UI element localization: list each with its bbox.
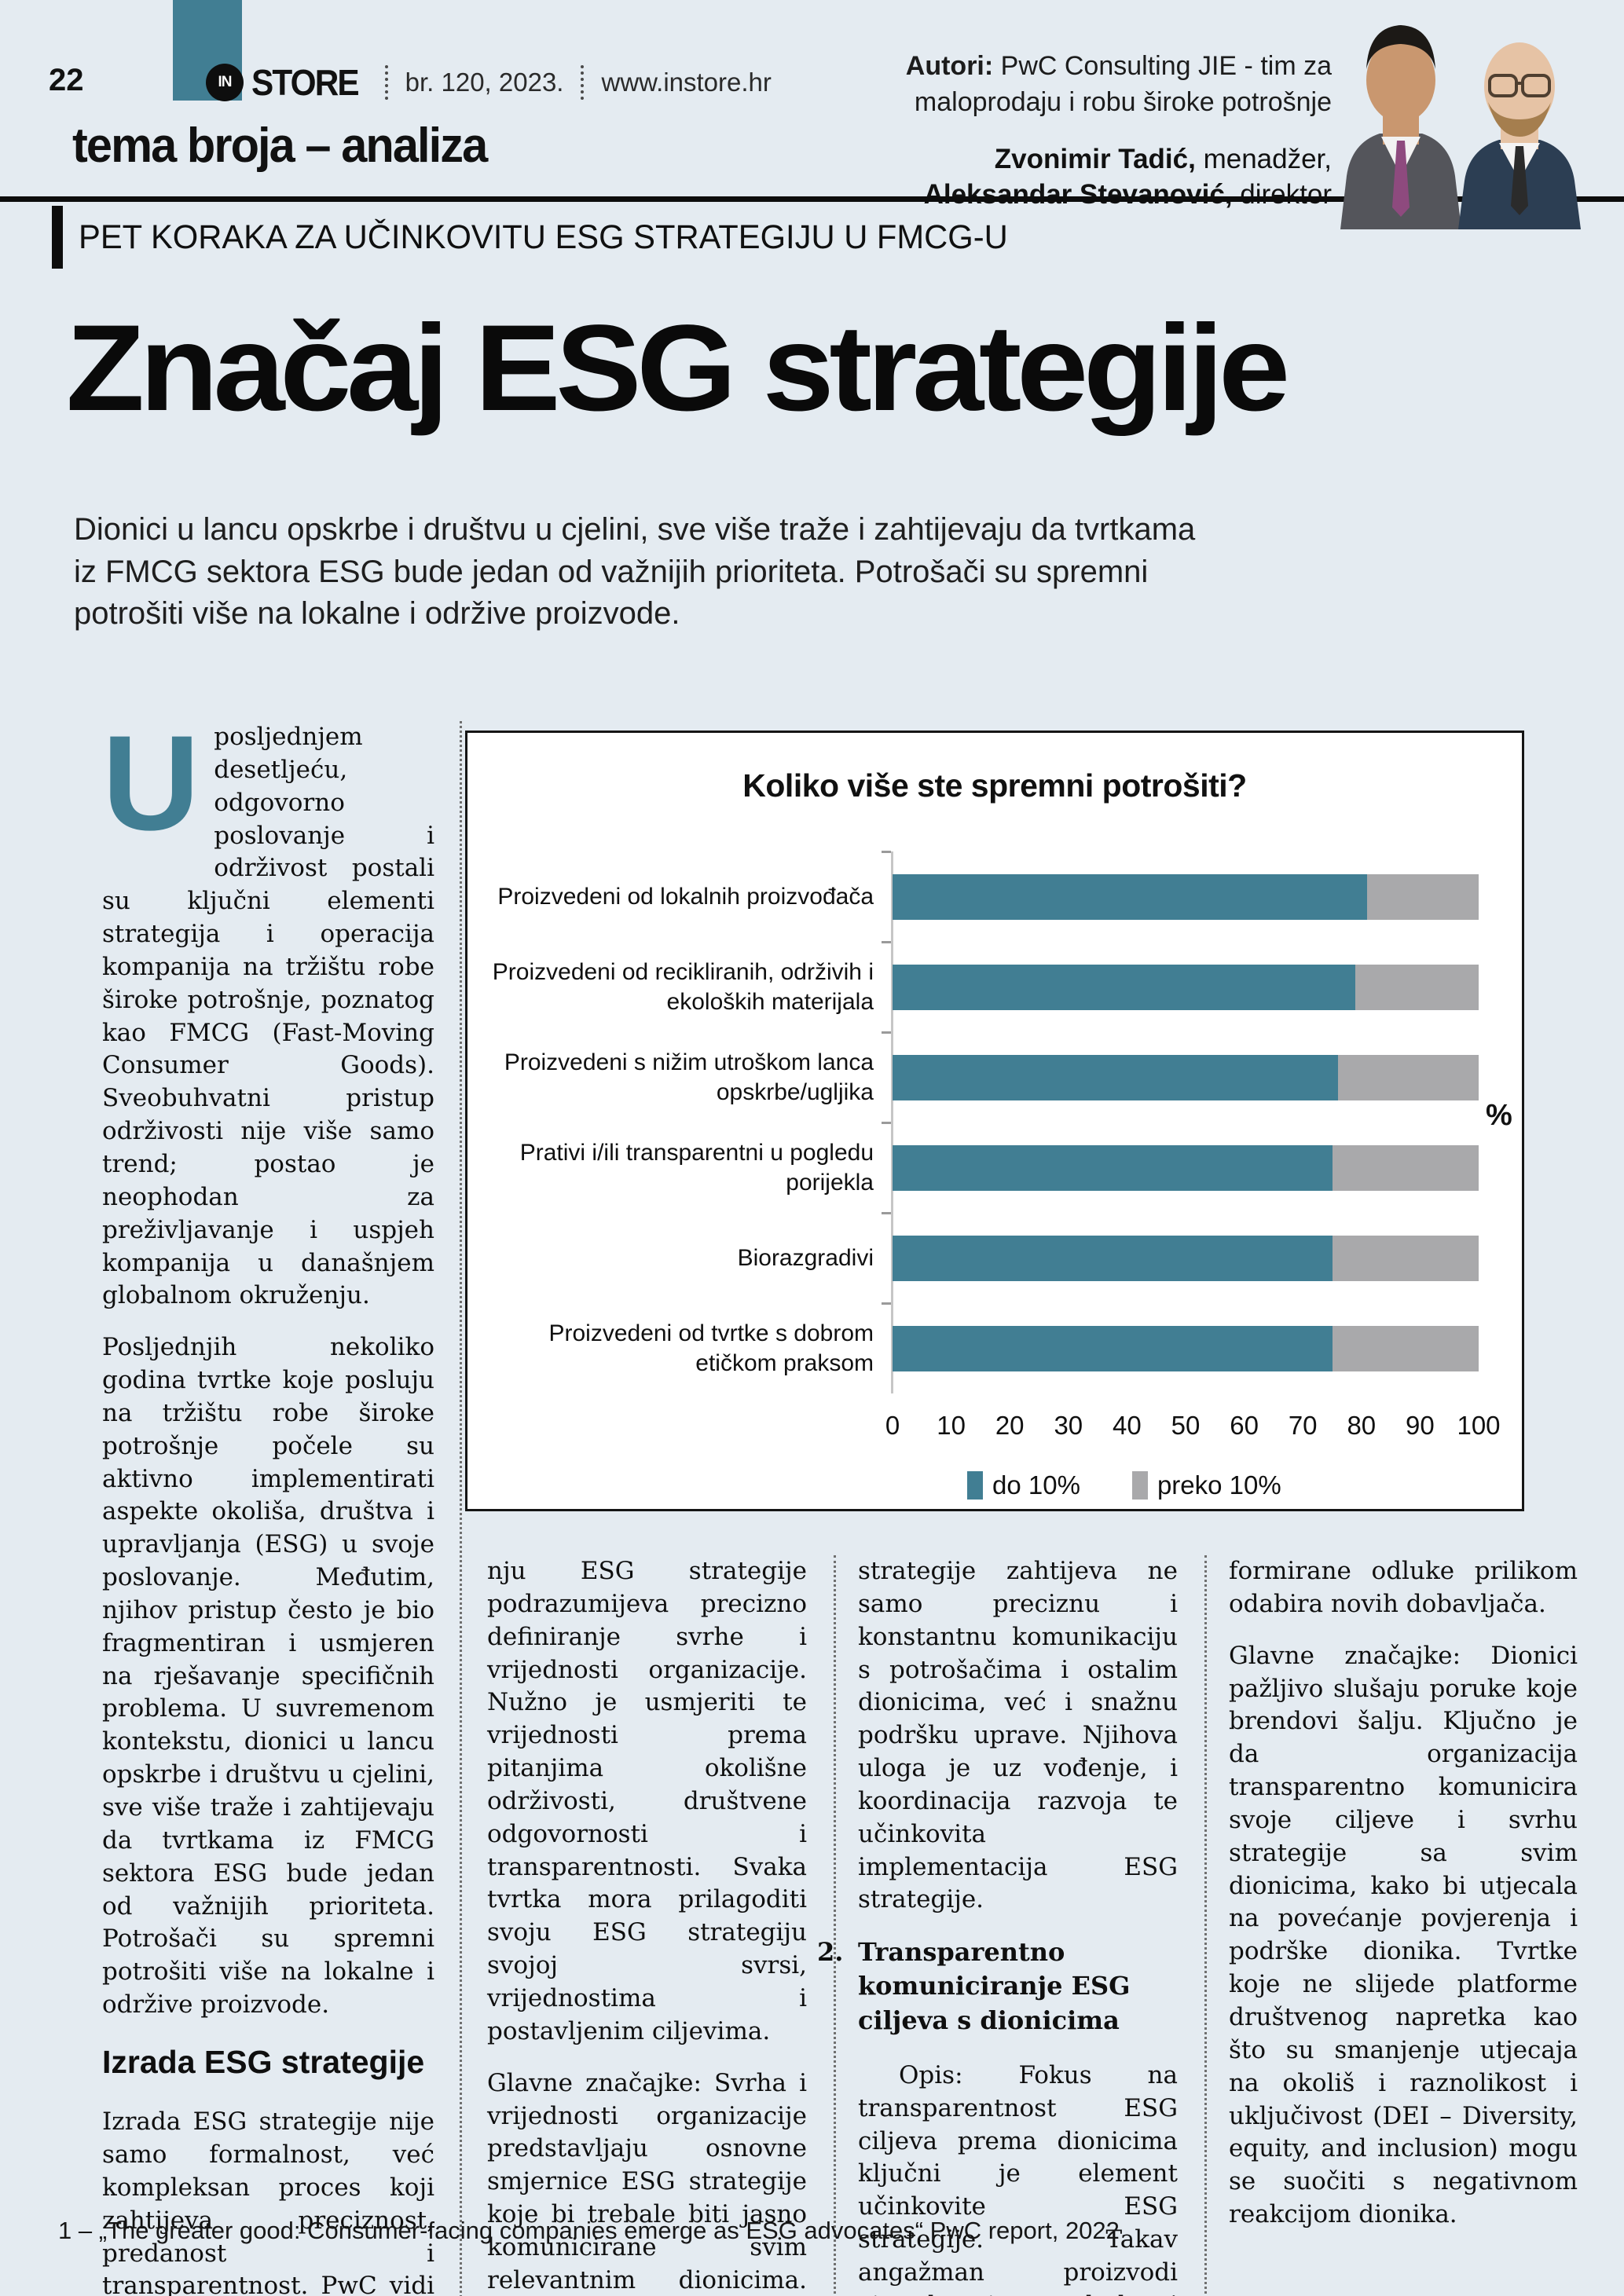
lower-columns: nju ESG strategije podrazumijeva precizn… bbox=[465, 1555, 1578, 2296]
x-axis-tick: 10 bbox=[937, 1411, 966, 1440]
list-item-2: 2. Transparentno komuniciranje ESG cilje… bbox=[817, 1937, 1131, 2035]
bar-segment-do-10% bbox=[893, 1144, 1333, 1191]
subsection-heading: Izrada ESG strategije bbox=[102, 2043, 425, 2080]
chart-category-label: Proizvedeni od lokalnih proizvođača bbox=[497, 883, 874, 910]
author-1: Zvonimir Tadić, menadžer, bbox=[994, 143, 1332, 174]
chart-category-label: Proizvedeni od tvrtke s dobrom etičkom p… bbox=[548, 1320, 874, 1376]
author-headshots bbox=[1334, 11, 1582, 229]
chart-bar bbox=[893, 1325, 1479, 1371]
chart-x-axis: 0 10 20 30 40 50 60 70 80 90 100 bbox=[885, 1411, 1501, 1444]
bar-segment-do-10% bbox=[893, 1054, 1338, 1100]
authors-team-line2: maloprodaju i robu široke potrošnje bbox=[914, 86, 1332, 117]
chart-row: Proizvedeni od recikliranih, održivih i … bbox=[467, 941, 1522, 1032]
bar-segment-do-10% bbox=[893, 964, 1356, 1010]
article-kicker: PET KORAKA ZA UČINKOVITU ESG STRATEGIJU … bbox=[79, 218, 1008, 256]
chart-row: Prativi i/ili transparentni u pogledu po… bbox=[467, 1122, 1522, 1213]
bar-segment-preko-10% bbox=[1337, 1054, 1479, 1100]
chart-bar bbox=[893, 873, 1479, 920]
logo-store-word: STORE bbox=[251, 62, 360, 103]
magazine-logo: IN STORE br. 120, 2023. www.instore.hr bbox=[206, 61, 772, 104]
bar-segment-preko-10% bbox=[1367, 873, 1479, 920]
article-title: Značaj ESG strategije bbox=[66, 300, 1290, 437]
bar-segment-do-10% bbox=[893, 1325, 1333, 1371]
chart: Koliko više ste spremni potrošiti? Proiz… bbox=[465, 731, 1524, 1511]
chart-category-label: Biorazgradivi bbox=[737, 1244, 874, 1271]
chart-legend: do 10% preko 10% bbox=[967, 1470, 1522, 1500]
chart-rows: Proizvedeni od lokalnih proizvođača Proiz… bbox=[467, 851, 1522, 1393]
x-axis-tick: 80 bbox=[1347, 1411, 1377, 1440]
chart-category-label: Prativi i/ili transparentni u pogledu po… bbox=[519, 1140, 874, 1196]
page-number: 22 bbox=[49, 63, 84, 97]
chart-bar bbox=[893, 964, 1479, 1010]
chart-row: Biorazgradivi bbox=[467, 1212, 1522, 1303]
website-url: www.instore.hr bbox=[601, 68, 772, 97]
x-axis-tick: 20 bbox=[995, 1411, 1025, 1440]
column-2: nju ESG strategije podrazumijeva precizn… bbox=[465, 1555, 836, 2296]
paragraph: Glavne značajke: Dionici pažljivo slušaj… bbox=[1229, 1641, 1578, 2229]
footnote: 1 – „The greater good: Consumer-facing c… bbox=[58, 2217, 1120, 2244]
bar-segment-do-10% bbox=[893, 1235, 1333, 1281]
bar-segment-preko-10% bbox=[1332, 1144, 1479, 1191]
paragraph: Posljednjih nekoliko godina tvrtke koje … bbox=[102, 1333, 434, 2020]
paragraph: nju ESG strategije podrazumijeva precizn… bbox=[487, 1557, 807, 2045]
bar-segment-preko-10% bbox=[1332, 1235, 1479, 1281]
legend-label: do 10% bbox=[992, 1470, 1080, 1500]
header-rule bbox=[0, 196, 1624, 202]
section-title: tema broja – analiza bbox=[72, 119, 488, 173]
x-axis-tick: 90 bbox=[1406, 1411, 1435, 1440]
chart-category-label: Proizvedeni od recikliranih, održivih i … bbox=[492, 959, 874, 1015]
list-number: 2. bbox=[817, 1937, 844, 1968]
drop-cap: U bbox=[102, 708, 200, 859]
chart-row: Proizvedeni od lokalnih proizvođača bbox=[467, 851, 1522, 942]
x-axis-tick: 50 bbox=[1171, 1411, 1201, 1440]
issue-number: br. 120, 2023. bbox=[405, 68, 564, 97]
x-axis-tick: 100 bbox=[1457, 1411, 1501, 1440]
x-axis-tick: 60 bbox=[1230, 1411, 1259, 1440]
chart-bar bbox=[893, 1144, 1479, 1191]
bar-segment-preko-10% bbox=[1332, 1325, 1479, 1371]
chart-row: Proizvedeni od tvrtke s dobrom etičkom p… bbox=[467, 1302, 1522, 1393]
article-lead: Dionici u lancu opskrbe i društvu u cjel… bbox=[74, 512, 1196, 632]
paragraph: formirane odluke prilikom odabira novih … bbox=[1229, 1557, 1578, 1618]
legend-item: preko 10% bbox=[1131, 1470, 1281, 1500]
chart-title: Koliko više ste spremni potrošiti? bbox=[742, 767, 1247, 804]
legend-swatch bbox=[967, 1471, 983, 1500]
x-axis-tick: 70 bbox=[1288, 1411, 1318, 1440]
header-separator bbox=[581, 65, 585, 100]
column-3: strategije zahtijeva ne samo preciznu i … bbox=[817, 1555, 1207, 2296]
x-axis-tick: 0 bbox=[885, 1411, 900, 1440]
author-2-photo bbox=[1458, 42, 1581, 229]
authors-team-line: Autori: PwC Consulting JIE - tim za bbox=[905, 51, 1332, 81]
paragraph: Glavne značajke: Svrha i vrijednosti org… bbox=[487, 2068, 807, 2294]
legend-label: preko 10% bbox=[1157, 1470, 1281, 1500]
chart-bar bbox=[893, 1054, 1479, 1100]
legend-swatch bbox=[1131, 1471, 1148, 1500]
logo-in-circle-icon: IN bbox=[206, 64, 244, 101]
x-axis-tick: 30 bbox=[1054, 1411, 1083, 1440]
kicker-bar bbox=[52, 206, 63, 269]
author-2: Aleksandar Stevanović, direktor bbox=[923, 179, 1332, 211]
paragraph: strategije zahtijeva ne samo preciznu i … bbox=[858, 1557, 1178, 1914]
paragraph: Opis: Fokus na transparentnost ESG cilje… bbox=[858, 2060, 1178, 2296]
header-separator bbox=[384, 65, 388, 100]
bar-segment-preko-10% bbox=[1355, 964, 1479, 1010]
x-axis-tick: 40 bbox=[1113, 1411, 1142, 1440]
bar-segment-do-10% bbox=[893, 873, 1368, 920]
chart-row: Proizvedeni s nižim utroškom lanca opskr… bbox=[467, 1031, 1522, 1122]
chart-category-label: Proizvedeni s nižim utroškom lanca opskr… bbox=[504, 1049, 874, 1105]
legend-item: do 10% bbox=[967, 1470, 1080, 1500]
right-region: Koliko više ste spremni potrošiti? Proiz… bbox=[462, 721, 1578, 2296]
authors-block: Autori: PwC Consulting JIE - tim za malo… bbox=[906, 49, 1332, 213]
chart-bar bbox=[893, 1235, 1479, 1281]
chart-unit-label: % bbox=[1486, 1099, 1512, 1132]
author-1-photo bbox=[1340, 25, 1461, 229]
column-4: formirane odluke prilikom odabira novih … bbox=[1207, 1555, 1578, 2296]
paragraph: Izrada ESG strategije nije samo formalno… bbox=[102, 2107, 434, 2296]
